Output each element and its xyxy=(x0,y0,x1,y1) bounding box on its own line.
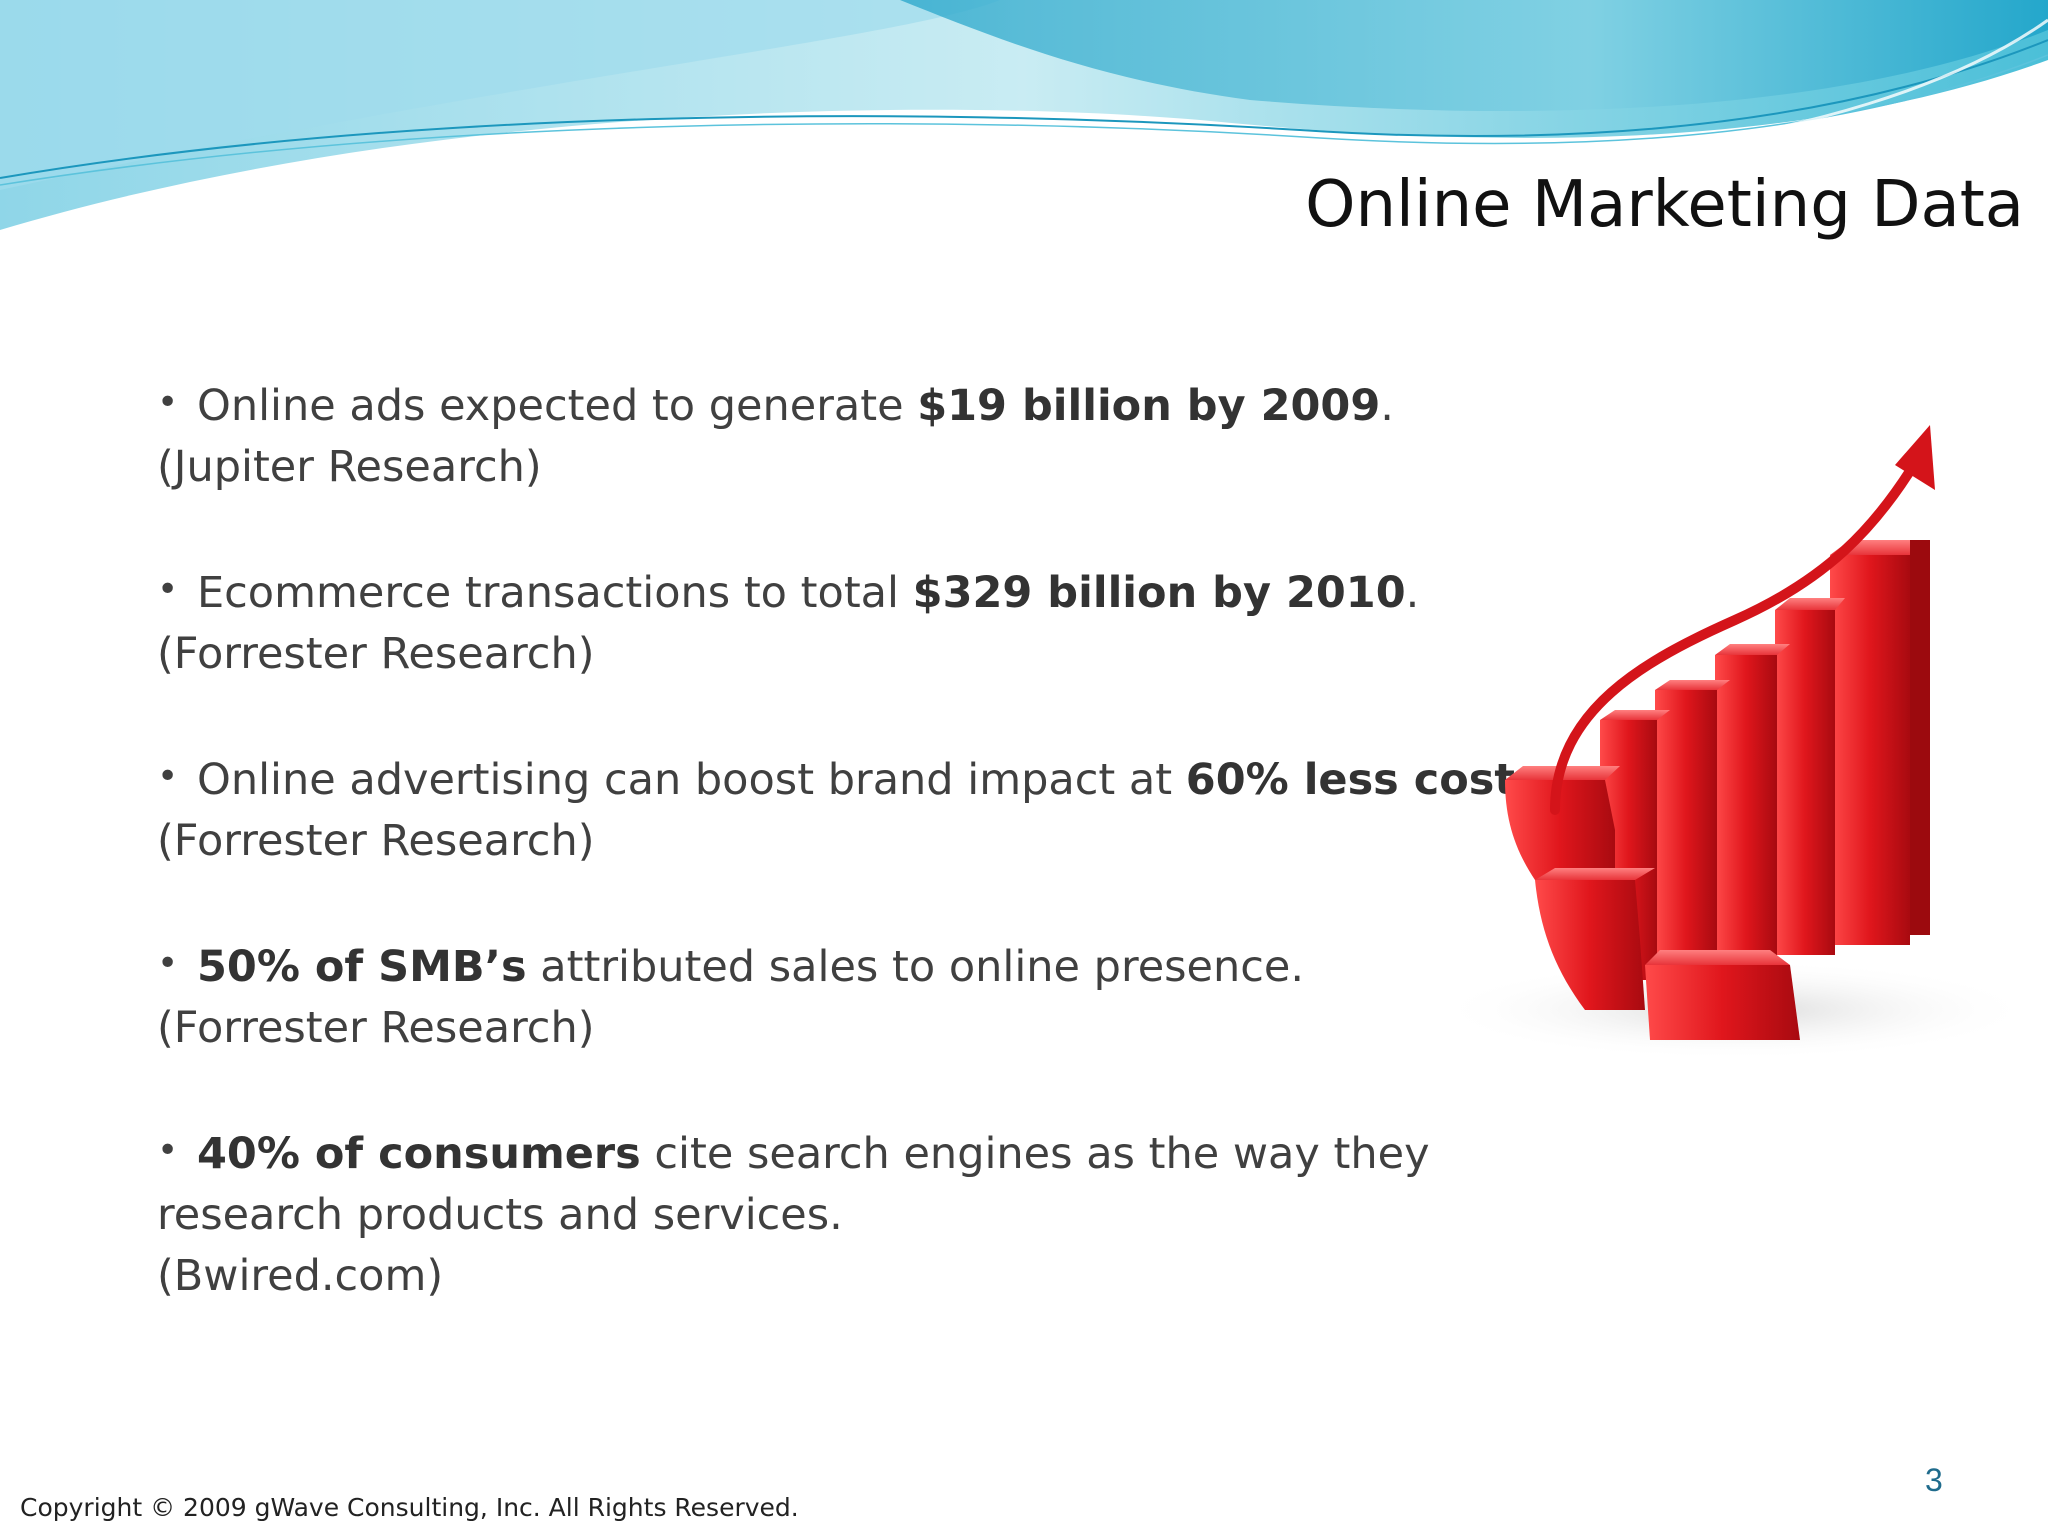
bullet-text: Ecommerce transactions to total xyxy=(197,568,913,618)
bullet-marker: • xyxy=(157,943,179,984)
bullet-continuation: research products and services. xyxy=(157,1190,843,1240)
bullet-highlight: $19 billion by 2009 xyxy=(917,381,1381,431)
bullet-source: (Forrester Research) xyxy=(157,816,595,866)
bullet-line: • 50% of SMB’s attributed sales to online… xyxy=(157,933,1467,998)
bullet-marker: • xyxy=(157,1130,179,1171)
bullet-source: (Forrester Research) xyxy=(157,629,595,679)
bullet-source: (Jupiter Research) xyxy=(157,442,542,492)
bullet-text: Online advertising can boost brand impac… xyxy=(197,755,1186,805)
bullet-item: • 50% of SMB’s attributed sales to online… xyxy=(157,933,1467,1059)
slide-title: Online Marketing Data xyxy=(1305,168,2024,242)
bullet-line: • 40% of consumers cite search engines as… xyxy=(157,1120,1467,1185)
bullet-highlight: $329 billion by 2010 xyxy=(912,568,1406,618)
bullet-source: (Bwired.com) xyxy=(157,1251,444,1301)
bullet-text: Online ads expected to generate xyxy=(197,381,918,431)
bullet-list: • Online ads expected to generate $19 bil… xyxy=(157,372,1529,1368)
bullet-line: • Ecommerce transactions to total $329 bi… xyxy=(157,559,1467,624)
bullet-item: • Online ads expected to generate $19 bil… xyxy=(157,372,1467,498)
bullet-highlight: 60% less cost xyxy=(1185,755,1515,805)
bullet-marker: • xyxy=(157,569,179,610)
bullet-marker: • xyxy=(157,382,179,423)
bullet-item: • Ecommerce transactions to total $329 bi… xyxy=(157,559,1467,685)
bullet-line: • Online ads expected to generate $19 bil… xyxy=(157,372,1467,437)
bullet-text-end: . xyxy=(1405,568,1420,618)
bullet-text-end: cite search engines as the way they xyxy=(640,1129,1430,1179)
bullet-highlight: 40% of consumers xyxy=(197,1129,641,1179)
bullet-line: • Online advertising can boost brand impa… xyxy=(157,746,1529,811)
bullet-marker: • xyxy=(157,756,179,797)
bullet-source: (Forrester Research) xyxy=(157,1003,595,1053)
page-number: 3 xyxy=(1925,1462,1943,1498)
bullet-item: • 40% of consumers cite search engines as… xyxy=(157,1120,1467,1307)
header-wave-decoration xyxy=(0,0,2048,230)
red-bar-growth-arrow-icon xyxy=(1435,425,2035,1060)
bullet-text-end: . xyxy=(1380,381,1394,431)
bullet-text-end: attributed sales to online presence. xyxy=(526,942,1305,992)
copyright-notice: Copyright © 2009 gWave Consulting, Inc. … xyxy=(20,1493,799,1522)
bullet-highlight: 50% of SMB’s xyxy=(197,942,527,992)
bullet-item: • Online advertising can boost brand impa… xyxy=(157,746,1529,872)
